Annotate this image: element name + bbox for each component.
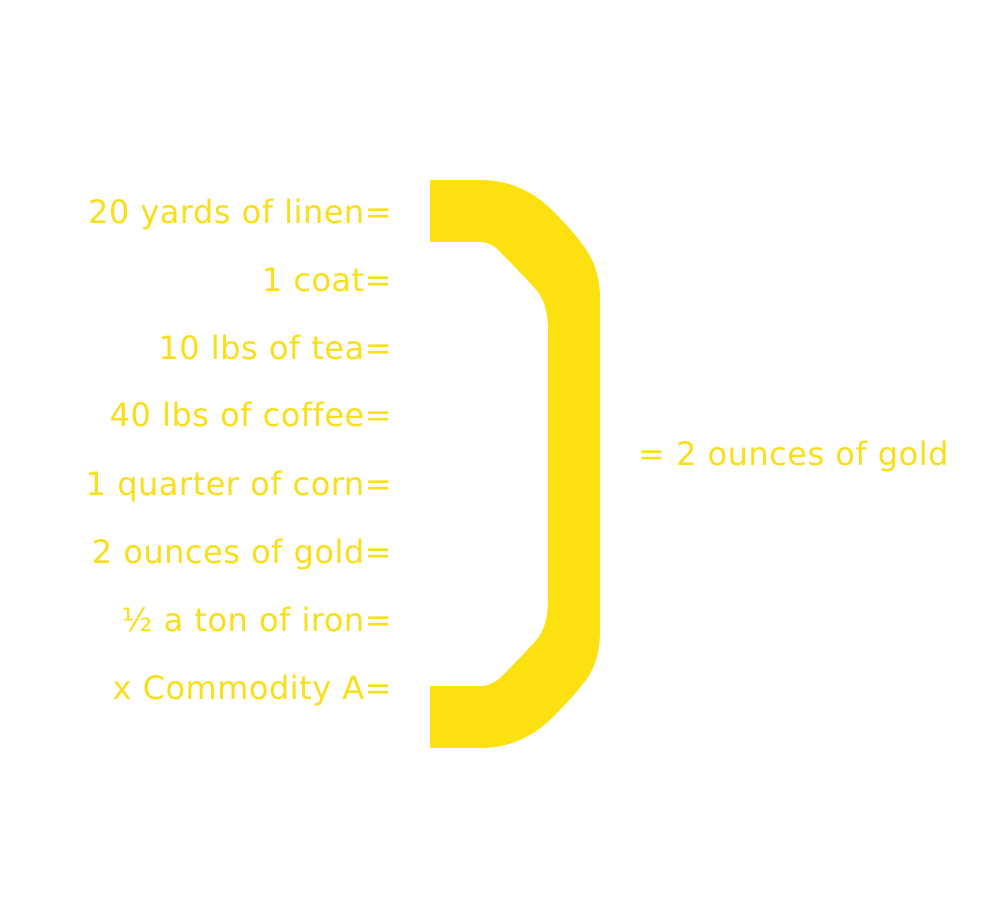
equation-item-gold: 2 ounces of gold= [91,533,392,571]
equation-item-linen: 20 yards of linen= [87,193,392,231]
equation-item-corn: 1 quarter of corn= [85,465,392,503]
result-equation: = 2 ounces of gold [638,435,949,473]
equation-item-iron: ½ a ton of iron= [121,601,392,639]
equation-item-commodity-a: x Commodity A= [112,669,392,707]
equation-item-coffee: 40 lbs of coffee= [109,396,392,434]
equation-item-tea: 10 lbs of tea= [158,329,392,367]
equation-item-coat: 1 coat= [261,261,392,299]
right-bracket-shape [430,180,600,748]
commodity-equations-list: 20 yards of linen= 1 coat= 10 lbs of tea… [0,0,392,917]
